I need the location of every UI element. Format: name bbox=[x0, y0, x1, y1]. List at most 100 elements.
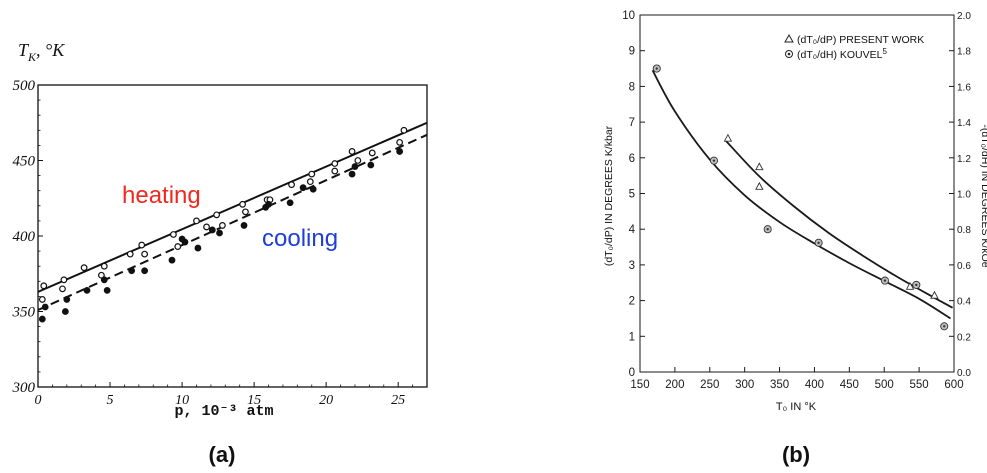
x-tick-label: 250 bbox=[700, 379, 719, 391]
y-tick-label: 450 bbox=[13, 154, 36, 170]
data-point-heating bbox=[170, 231, 177, 238]
x-tick-label: 600 bbox=[944, 379, 963, 391]
data-point-cooling bbox=[168, 256, 176, 264]
data-point-cooling bbox=[194, 244, 202, 252]
y2-tick-label: 1.8 bbox=[957, 47, 971, 58]
dotted-circle-point-center bbox=[655, 67, 658, 70]
data-point-heating bbox=[59, 285, 66, 293]
y2-tick-label: 0.4 bbox=[957, 297, 971, 308]
chart-b-curves bbox=[651, 69, 954, 320]
data-point-cooling bbox=[41, 303, 49, 311]
data-point-cooling bbox=[38, 315, 46, 323]
y-tick-label: 2 bbox=[629, 296, 635, 308]
chart-b-frame bbox=[639, 14, 955, 373]
data-point-cooling bbox=[367, 161, 375, 169]
dotted-circle-point-center bbox=[915, 283, 918, 287]
y2-tick-label: 1.2 bbox=[957, 154, 971, 165]
data-point-heating bbox=[331, 167, 339, 175]
data-point-heating bbox=[193, 217, 200, 225]
chart-a: 0 5 10 15 20 25 300 350 400 450 500 TK, °K p, 10⁻³… bbox=[12, 40, 428, 467]
data-point-cooling bbox=[396, 148, 404, 155]
y2-tick-label: 1.6 bbox=[957, 82, 971, 93]
chart-b-x-label: T₀ IN °K bbox=[776, 401, 817, 413]
chart-b-tick-labels: 150 200 250 300 350 400 450 500 550 600 0 1 2 3 4 5 6 7 8 9… bbox=[622, 10, 971, 391]
chart-b-axes bbox=[639, 14, 955, 373]
chart-a-y-label: TK, °K bbox=[18, 40, 65, 64]
legend-present-label: (dT₀/dP) PRESENT WORK bbox=[797, 34, 924, 46]
x-tick-label: 550 bbox=[910, 379, 929, 391]
x-tick-label: 150 bbox=[630, 379, 649, 391]
x-tick-label: 300 bbox=[735, 379, 754, 391]
data-point-heating bbox=[368, 149, 376, 157]
data-point-cooling bbox=[351, 163, 359, 170]
chart-b-y-label: (dT₀/dP) IN DEGREES K/kbar bbox=[603, 125, 615, 266]
y-tick-label: 350 bbox=[12, 305, 36, 321]
x-tick-label: 10 bbox=[175, 393, 189, 408]
data-point-heating bbox=[138, 241, 146, 249]
y2-tick-label: 0.0 bbox=[957, 368, 971, 379]
x-tick-label: 200 bbox=[665, 379, 684, 391]
y-tick-label: 5 bbox=[629, 189, 635, 201]
chart-b: 150 200 250 300 350 400 450 500 550 600 0 1 2 3 4 5 6 7 8 9… bbox=[603, 10, 987, 467]
data-point-heating bbox=[400, 126, 408, 134]
dotted-circle-point-center bbox=[883, 279, 887, 282]
legend-dotted-circle-dot bbox=[787, 52, 791, 56]
data-point-heating bbox=[141, 250, 149, 258]
data-point-heating bbox=[80, 264, 88, 272]
chart-a-frame bbox=[37, 84, 428, 388]
data-point-cooling bbox=[141, 267, 149, 275]
data-point-cooling bbox=[348, 170, 356, 178]
y-tick-label: 400 bbox=[13, 229, 36, 245]
data-point-cooling bbox=[100, 276, 108, 284]
legend-kouvel-label: (dT₀/dH) KOUVEL5 bbox=[797, 47, 887, 61]
chart-b-points bbox=[652, 64, 949, 331]
heating-label: heating bbox=[122, 182, 201, 209]
data-point-cooling bbox=[216, 229, 223, 237]
dotted-circle-point-center bbox=[817, 241, 820, 244]
x-tick-label: 20 bbox=[319, 393, 333, 408]
data-point-heating bbox=[203, 223, 210, 231]
curve-line bbox=[651, 69, 951, 320]
data-point-heating bbox=[306, 178, 314, 186]
y-tick-label: 1 bbox=[629, 331, 635, 343]
x-tick-label: 350 bbox=[770, 379, 789, 391]
data-point-cooling bbox=[103, 286, 111, 294]
data-point-heating bbox=[242, 208, 249, 216]
x-tick-label: 25 bbox=[391, 393, 405, 408]
y2-tick-label: 0.2 bbox=[957, 332, 971, 343]
legend-dotted-circle-icon bbox=[785, 50, 793, 58]
data-point-heating bbox=[100, 262, 108, 270]
y-tick-label: 0 bbox=[629, 367, 635, 379]
chart-a-axes bbox=[37, 84, 428, 388]
data-point-heating bbox=[219, 222, 226, 229]
data-point-cooling bbox=[83, 286, 91, 294]
data-point-cooling bbox=[240, 222, 248, 229]
data-point-cooling bbox=[128, 267, 136, 275]
triangle-point bbox=[930, 290, 939, 299]
fit-line-heating bbox=[37, 121, 428, 293]
data-point-heating bbox=[331, 160, 339, 167]
y-tick-label: 9 bbox=[629, 46, 635, 58]
data-point-cooling bbox=[208, 226, 216, 234]
data-point-heating bbox=[40, 282, 48, 290]
data-point-heating bbox=[38, 296, 46, 303]
y2-tick-label: 1.4 bbox=[957, 118, 971, 129]
triangle-point bbox=[723, 133, 733, 142]
data-point-heating bbox=[348, 148, 356, 155]
chart-a-fit-lines bbox=[37, 121, 428, 311]
chart-a-tick-labels: 0 5 10 15 20 25 300 350 400 450 500 bbox=[12, 78, 406, 408]
curve-line bbox=[724, 139, 954, 309]
y2-tick-label: 0.6 bbox=[957, 261, 971, 272]
x-tick-label: 5 bbox=[107, 393, 114, 408]
data-point-heating bbox=[213, 211, 221, 219]
chart-b-legend: (dT₀/dP) PRESENT WORK (dT₀/dH) KOUVEL5 bbox=[784, 33, 924, 61]
chart-a-points bbox=[38, 126, 408, 323]
y-tick-label: 7 bbox=[629, 117, 635, 129]
data-point-cooling bbox=[178, 235, 186, 243]
y-tick-label: 3 bbox=[629, 260, 635, 272]
y2-tick-label: 1.0 bbox=[957, 190, 971, 201]
chart-b-caption: (b) bbox=[782, 442, 810, 467]
y-tick-label: 300 bbox=[12, 380, 36, 396]
data-point-cooling bbox=[262, 203, 270, 211]
data-point-heating bbox=[174, 243, 182, 250]
